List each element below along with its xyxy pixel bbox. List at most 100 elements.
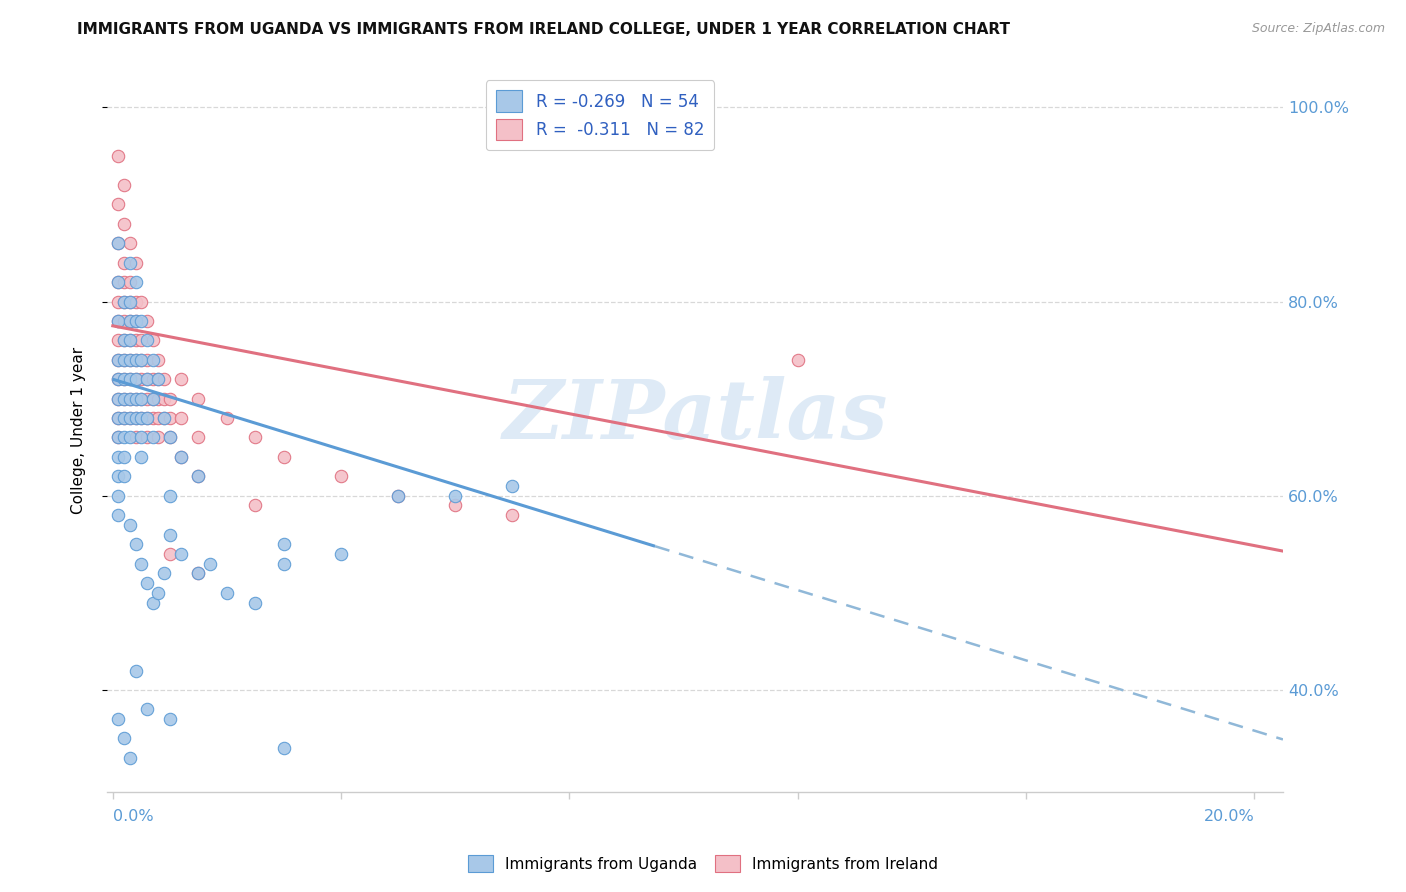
Point xyxy=(107,275,129,289)
Point xyxy=(159,712,181,726)
Point xyxy=(112,178,135,192)
Point xyxy=(112,392,135,406)
Point xyxy=(118,334,141,348)
Point xyxy=(136,576,159,591)
Point xyxy=(131,352,153,367)
Point xyxy=(187,469,209,483)
Point xyxy=(107,469,129,483)
Point xyxy=(107,334,129,348)
Point xyxy=(107,352,129,367)
Point xyxy=(159,392,181,406)
Point xyxy=(107,450,129,464)
Point xyxy=(124,664,146,678)
Point xyxy=(107,314,129,328)
Point xyxy=(330,547,353,561)
Point xyxy=(387,489,409,503)
Point xyxy=(142,334,165,348)
Point xyxy=(107,392,129,406)
Point xyxy=(107,430,129,444)
Point xyxy=(136,392,159,406)
Point xyxy=(159,430,181,444)
Point xyxy=(124,372,146,386)
Point xyxy=(170,411,193,425)
Point xyxy=(153,566,176,581)
Point xyxy=(124,537,146,551)
Point xyxy=(124,392,146,406)
Point xyxy=(118,430,141,444)
Point xyxy=(501,479,523,493)
Point xyxy=(124,411,146,425)
Point xyxy=(118,334,141,348)
Point xyxy=(124,314,146,328)
Point xyxy=(118,275,141,289)
Point xyxy=(131,557,153,571)
Point xyxy=(124,256,146,270)
Point xyxy=(444,499,467,513)
Point xyxy=(124,372,146,386)
Point xyxy=(131,411,153,425)
Text: ZIPatlas: ZIPatlas xyxy=(502,376,887,456)
Text: 20.0%: 20.0% xyxy=(1204,809,1254,824)
Point xyxy=(136,334,159,348)
Point xyxy=(187,566,209,581)
Point xyxy=(118,294,141,309)
Point xyxy=(124,411,146,425)
Point xyxy=(159,430,181,444)
Point xyxy=(118,392,141,406)
Point xyxy=(112,352,135,367)
Point xyxy=(215,411,238,425)
Point xyxy=(215,586,238,600)
Point xyxy=(107,411,129,425)
Point xyxy=(273,741,295,756)
Point xyxy=(387,489,409,503)
Point xyxy=(159,411,181,425)
Point xyxy=(148,586,170,600)
Point xyxy=(118,411,141,425)
Point xyxy=(198,557,221,571)
Point xyxy=(136,411,159,425)
Point xyxy=(136,372,159,386)
Point xyxy=(112,372,135,386)
Point xyxy=(107,197,129,211)
Point xyxy=(118,314,141,328)
Point xyxy=(124,352,146,367)
Point xyxy=(131,372,153,386)
Point xyxy=(107,508,129,523)
Point xyxy=(273,450,295,464)
Point xyxy=(187,469,209,483)
Point xyxy=(142,392,165,406)
Point xyxy=(131,411,153,425)
Point xyxy=(142,372,165,386)
Point xyxy=(273,557,295,571)
Legend: R = -0.269   N = 54, R =  -0.311   N = 82: R = -0.269 N = 54, R = -0.311 N = 82 xyxy=(486,80,714,150)
Point xyxy=(112,314,135,328)
Point xyxy=(112,294,135,309)
Point xyxy=(142,596,165,610)
Point xyxy=(118,372,141,386)
Point xyxy=(107,411,129,425)
Point xyxy=(118,751,141,765)
Point xyxy=(107,430,129,444)
Point xyxy=(107,372,129,386)
Point xyxy=(136,372,159,386)
Point xyxy=(124,430,146,444)
Point xyxy=(107,392,129,406)
Point xyxy=(148,392,170,406)
Point xyxy=(131,314,153,328)
Point xyxy=(131,450,153,464)
Point xyxy=(131,352,153,367)
Point xyxy=(118,352,141,367)
Point xyxy=(444,489,467,503)
Point xyxy=(112,217,135,231)
Point xyxy=(107,352,129,367)
Point xyxy=(136,352,159,367)
Point xyxy=(136,430,159,444)
Point xyxy=(153,372,176,386)
Point xyxy=(112,430,135,444)
Point xyxy=(112,411,135,425)
Point xyxy=(330,469,353,483)
Point xyxy=(107,489,129,503)
Point xyxy=(124,314,146,328)
Point xyxy=(112,450,135,464)
Point xyxy=(148,352,170,367)
